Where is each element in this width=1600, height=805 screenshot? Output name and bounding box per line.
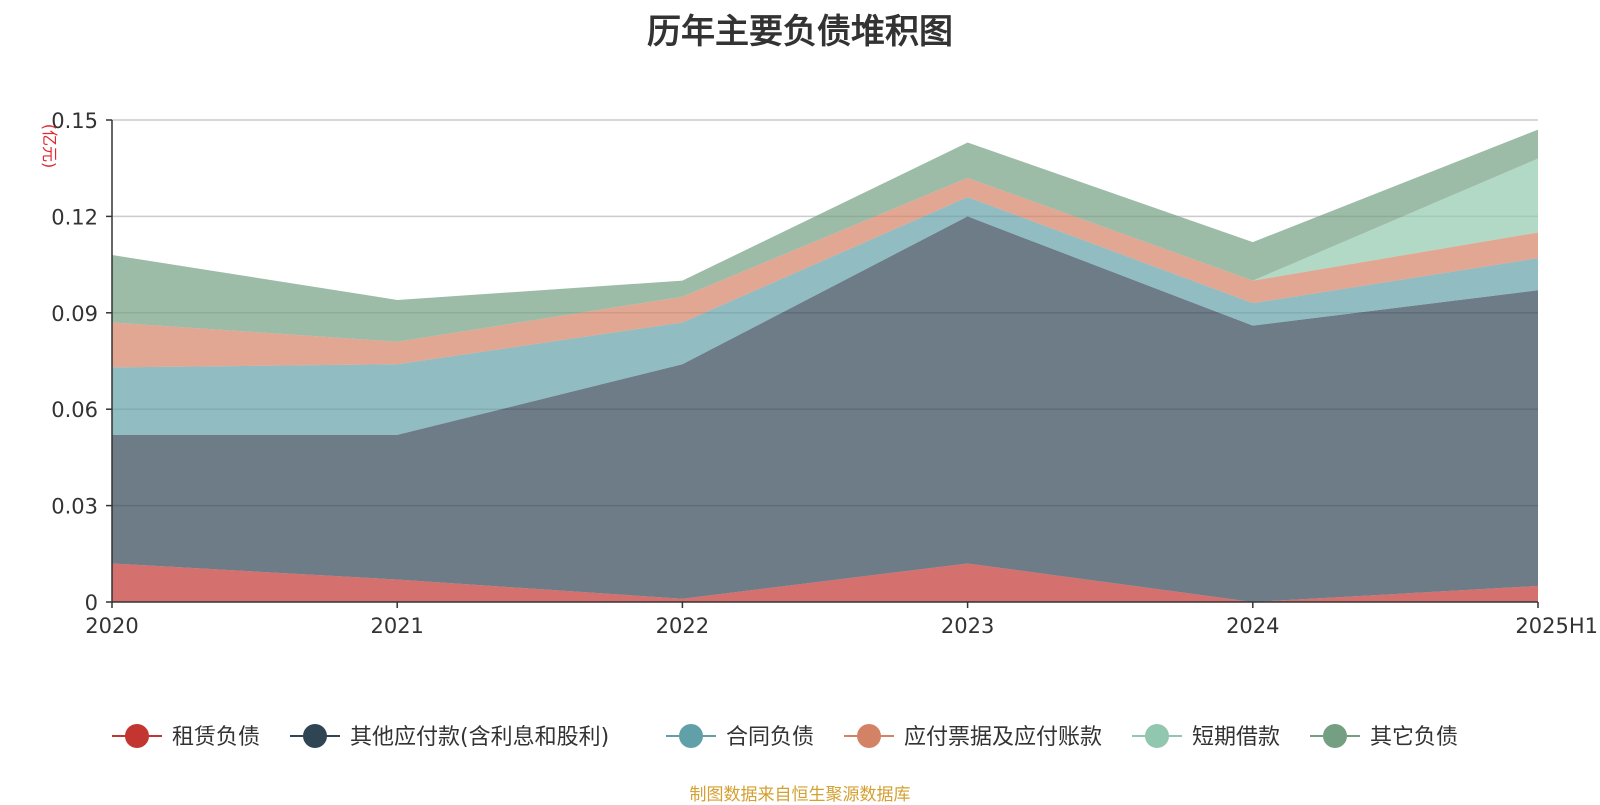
x-tick-label-3: 2023 bbox=[941, 614, 994, 638]
legend-item-0: 租赁负债 bbox=[112, 724, 260, 750]
legend-marker-3 bbox=[857, 724, 881, 748]
area-series-0 bbox=[112, 563, 1538, 602]
y-tick-label-5: 0.15 bbox=[51, 109, 98, 133]
y-tick-label-2: 0.06 bbox=[51, 398, 98, 422]
x-tick-label-5: 2025H1 bbox=[1515, 614, 1598, 638]
legend-label-0: 租赁负债 bbox=[172, 725, 260, 750]
legend-marker-4 bbox=[1145, 724, 1169, 748]
legend-label-3: 应付票据及应付账款 bbox=[904, 725, 1102, 750]
legend-label-2: 合同负债 bbox=[726, 725, 814, 750]
legend-marker-0 bbox=[125, 724, 149, 748]
y-tick-label-4: 0.12 bbox=[51, 205, 98, 229]
chart-title: 历年主要负债堆积图 bbox=[647, 12, 953, 52]
legend-marker-2 bbox=[679, 724, 703, 748]
legend-label-4: 短期借款 bbox=[1192, 725, 1280, 750]
area-series-5 bbox=[112, 129, 1538, 342]
x-tick-label-4: 2024 bbox=[1226, 614, 1279, 638]
legend-marker-5 bbox=[1323, 724, 1347, 748]
y-tick-label-3: 0.09 bbox=[51, 302, 98, 326]
legend-item-1: 其他应付款(含利息和股利) bbox=[290, 724, 609, 750]
x-tick-label-2: 2022 bbox=[656, 614, 709, 638]
y-tick-label-0: 0 bbox=[85, 591, 98, 615]
source-note: 制图数据来自恒生聚源数据库 bbox=[689, 785, 911, 805]
area-series-2 bbox=[112, 197, 1538, 435]
y-unit-label: (亿元) bbox=[40, 124, 59, 169]
legend-item-5: 其它负债 bbox=[1310, 724, 1458, 750]
x-tick-label-0: 2020 bbox=[85, 614, 138, 638]
legend-item-3: 应付票据及应付账款 bbox=[844, 724, 1102, 750]
legend-item-2: 合同负债 bbox=[666, 724, 814, 750]
x-tick-label-1: 2021 bbox=[370, 614, 423, 638]
legend-label-5: 其它负债 bbox=[1370, 725, 1458, 750]
legend-marker-1 bbox=[303, 724, 327, 748]
area-series-1 bbox=[112, 216, 1538, 602]
legend-item-4: 短期借款 bbox=[1132, 724, 1280, 750]
area-series-3 bbox=[112, 177, 1538, 368]
y-tick-label-1: 0.03 bbox=[51, 495, 98, 519]
legend-label-1: 其他应付款(含利息和股利) bbox=[350, 725, 609, 750]
